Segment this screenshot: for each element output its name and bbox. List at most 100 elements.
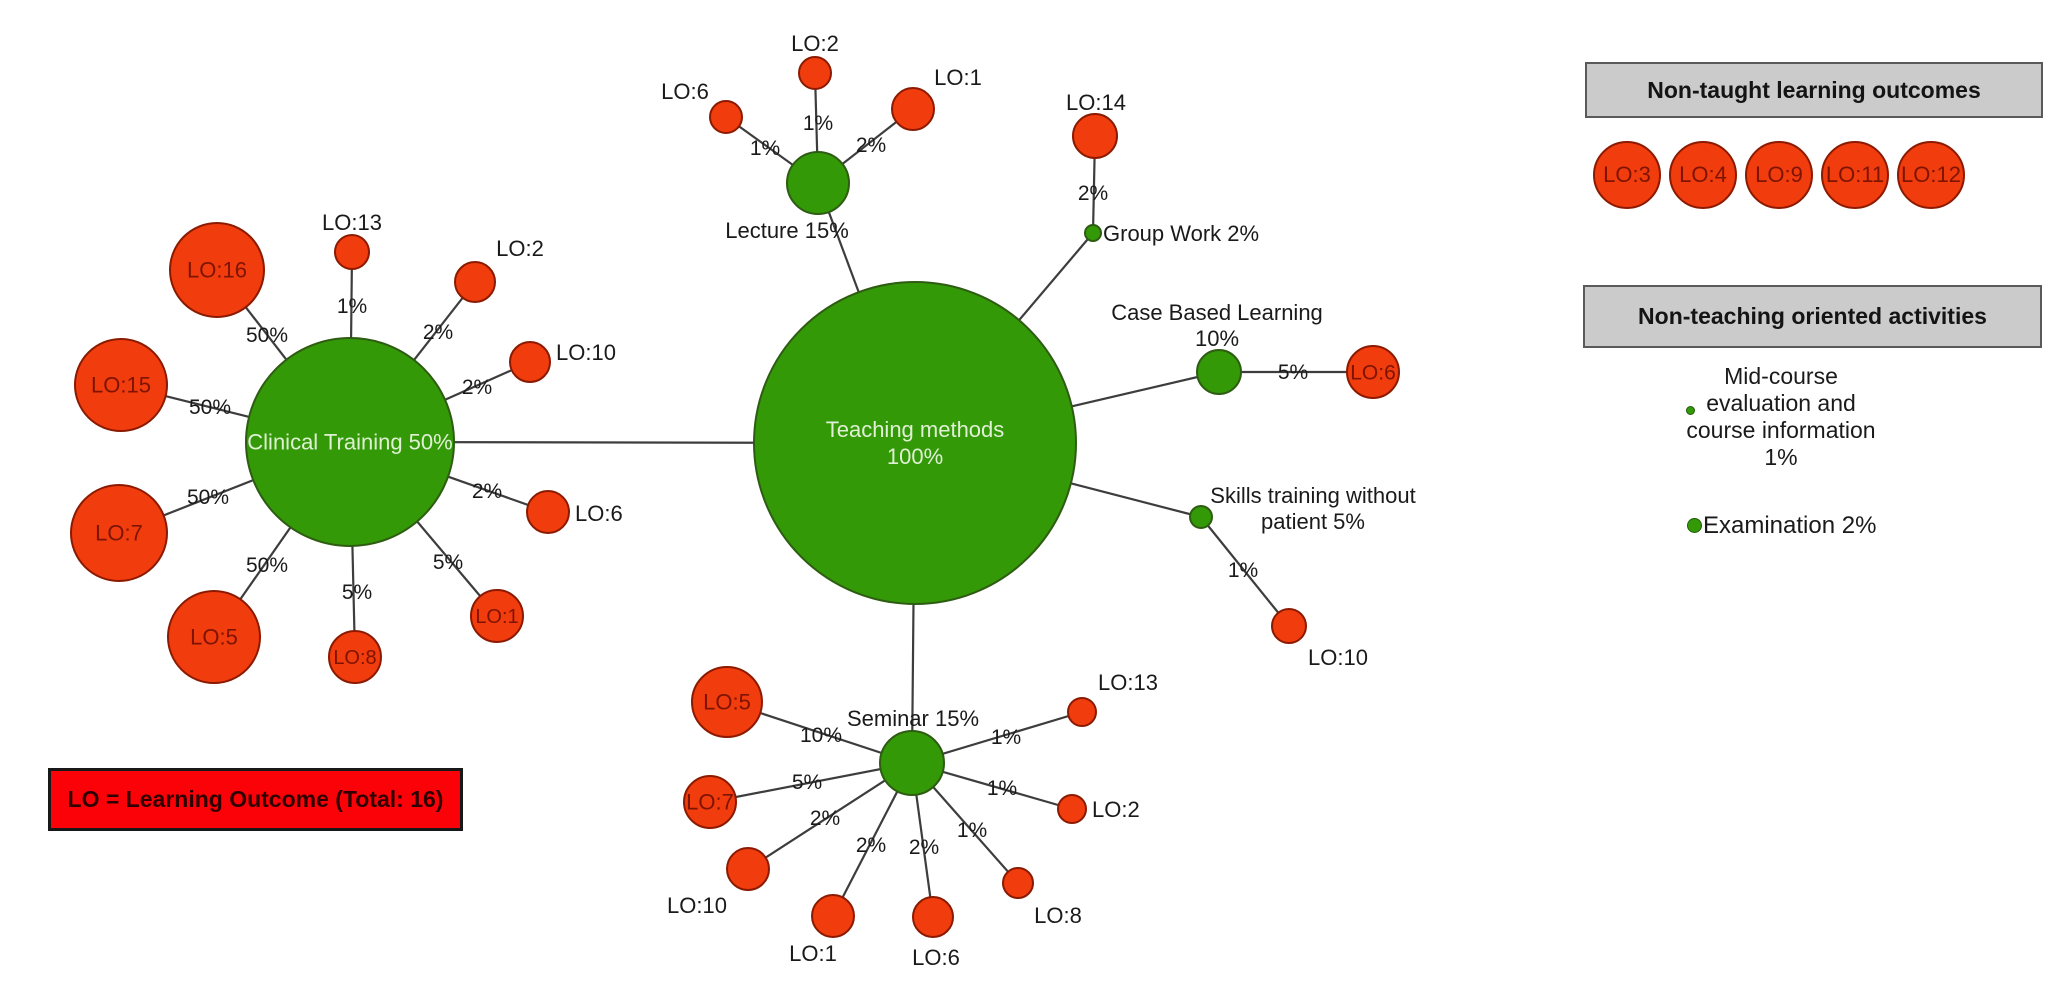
node-lec_lo6 — [709, 100, 743, 134]
non-taught-lo-label: LO:11 — [1825, 162, 1885, 187]
node-sem_lo7 — [683, 775, 737, 829]
edge-label-seminar-sem_lo8: 1% — [957, 819, 987, 842]
node-teaching — [753, 281, 1077, 605]
non-taught-lo-circle: LO:4 — [1669, 141, 1737, 209]
node-cl_lo15 — [74, 338, 168, 432]
edge-skills-sk_lo10 — [1200, 516, 1290, 627]
node-cl_lo1 — [470, 589, 524, 643]
node-groupwork — [1084, 224, 1102, 242]
edge-label-lecture-lec_lo6: 1% — [750, 137, 780, 160]
node-sem_lo5 — [691, 666, 763, 738]
midcourse-activity-dot-icon — [1686, 406, 1695, 415]
label-lo-2-6: LO:2 — [496, 236, 544, 261]
edge-label-clinical-cl_lo1: 5% — [433, 551, 463, 574]
edge-label-clinical-cl_lo15: 50% — [189, 396, 231, 419]
edge-label-clinical-cl_lo13: 1% — [337, 295, 367, 318]
node-gw_lo14 — [1072, 113, 1118, 159]
node-label-cl_lo5: LO:5 — [190, 625, 238, 650]
node-cl_lo7 — [70, 484, 168, 582]
edge-label-clinical-cl_lo8: 5% — [342, 581, 372, 604]
node-label-cl_lo7: LO:7 — [95, 521, 143, 546]
edge-label-seminar-sem_lo1: 2% — [856, 834, 886, 857]
edge-label-seminar-sem_lo13: 1% — [991, 726, 1021, 749]
label-lo-10-14: LO:10 — [667, 893, 727, 918]
non-taught-outcomes-header: Non-taught learning outcomes — [1585, 62, 2043, 118]
edge-label-casebased-cb_lo6: 5% — [1278, 361, 1308, 384]
node-cl_lo2 — [454, 261, 496, 303]
node-lec_lo2 — [798, 56, 832, 90]
node-sem_lo13 — [1067, 697, 1097, 727]
non-taught-lo-circle: LO:3 — [1593, 141, 1661, 209]
node-seminar — [879, 730, 945, 796]
node-cl_lo5 — [167, 590, 261, 684]
node-label-sem_lo5: LO:5 — [703, 690, 751, 715]
edge-label-clinical-cl_lo2: 2% — [423, 321, 453, 344]
label-lo-2-18: LO:2 — [1092, 797, 1140, 822]
label-lo-10-7: LO:10 — [556, 340, 616, 365]
edge-label-seminar-sem_lo5: 10% — [800, 724, 842, 747]
edge-label-seminar-sem_lo2: 1% — [987, 777, 1017, 800]
edge-label-seminar-sem_lo6: 2% — [909, 836, 939, 859]
node-cl_lo16 — [169, 222, 265, 318]
edge-label-lecture-lec_lo2: 1% — [803, 112, 833, 135]
node-label-cl_lo8: LO:8 — [333, 647, 376, 669]
label-lecture-15--0: Lecture 15% — [725, 218, 849, 243]
node-sem_lo1 — [811, 894, 855, 938]
node-skills — [1189, 505, 1213, 529]
label-lo-14-12: LO:14 — [1066, 90, 1126, 115]
edge-label-clinical-cl_lo10: 2% — [462, 376, 492, 399]
label-lo-6-9: LO:6 — [661, 79, 709, 104]
node-cl_lo13 — [334, 234, 370, 270]
non-taught-lo-label: LO:9 — [1755, 162, 1803, 187]
node-sem_lo2 — [1057, 794, 1087, 824]
node-sem_lo6 — [912, 896, 954, 938]
node-casebased — [1196, 349, 1242, 395]
non-taught-lo-label: LO:3 — [1603, 162, 1651, 187]
edge-label-clinical-cl_lo6: 2% — [472, 480, 502, 503]
node-cl_lo8 — [328, 630, 382, 684]
label-group-work-2--1: Group Work 2% — [1103, 221, 1259, 246]
edge-seminar-sem_lo7 — [709, 761, 913, 804]
node-cb_lo6 — [1346, 345, 1400, 399]
non-taught-lo-circle: LO:12 — [1897, 141, 1965, 209]
label-lo-10-13: LO:10 — [1308, 645, 1368, 670]
edge-label-clinical-cl_lo7: 50% — [187, 486, 229, 509]
non-taught-lo-label: LO:4 — [1679, 162, 1727, 187]
examination-activity-dot-icon — [1687, 518, 1702, 533]
node-label-teaching: Teaching methods 100% — [826, 417, 1005, 469]
label-seminar-15--4: Seminar 15% — [847, 706, 979, 731]
node-label-cb_lo6: LO:6 — [1350, 361, 1396, 384]
node-label-cl_lo16: LO:16 — [187, 258, 247, 283]
label-lo-1-11: LO:1 — [934, 65, 982, 90]
edge-label-seminar-sem_lo10: 2% — [810, 807, 840, 830]
label-lo-1-15: LO:1 — [789, 941, 837, 966]
node-sk_lo10 — [1271, 608, 1307, 644]
node-cl_lo10 — [509, 341, 551, 383]
non-taught-lo-label: LO:12 — [1901, 162, 1961, 187]
label-lo-13-5: LO:13 — [322, 210, 382, 235]
node-label-cl_lo1: LO:1 — [475, 606, 518, 628]
edge-label-clinical-cl_lo16: 50% — [246, 324, 288, 347]
label-case-based-learning-2: Case Based Learning 10% — [1111, 300, 1323, 351]
edge-label-skills-sk_lo10: 1% — [1228, 559, 1258, 582]
label-lo-13-19: LO:13 — [1098, 670, 1158, 695]
label-skills-training-without-3: Skills training without patient 5% — [1210, 483, 1415, 534]
edge-label-lecture-lec_lo1: 2% — [856, 134, 886, 157]
edge-label-groupwork-gw_lo14: 2% — [1078, 182, 1108, 205]
node-cl_lo6 — [526, 490, 570, 534]
node-sem_lo10 — [726, 847, 770, 891]
non-taught-lo-circle: LO:9 — [1745, 141, 1813, 209]
node-lec_lo1 — [891, 87, 935, 131]
node-label-cl_lo15: LO:15 — [91, 373, 151, 398]
node-lecture — [786, 151, 850, 215]
legend-box: LO = Learning Outcome (Total: 16) — [48, 768, 463, 831]
non-teaching-activities-header: Non-teaching oriented activities — [1583, 285, 2042, 348]
label-lo-8-17: LO:8 — [1034, 903, 1082, 928]
non-taught-lo-circle: LO:11 — [1821, 141, 1889, 209]
node-sem_lo8 — [1002, 867, 1034, 899]
edge-label-seminar-sem_lo7: 5% — [792, 771, 822, 794]
node-clinical — [245, 337, 455, 547]
non-taught-outcomes-circles: LO:3 LO:4 LO:9 LO:11 LO:12 — [1593, 141, 1965, 209]
